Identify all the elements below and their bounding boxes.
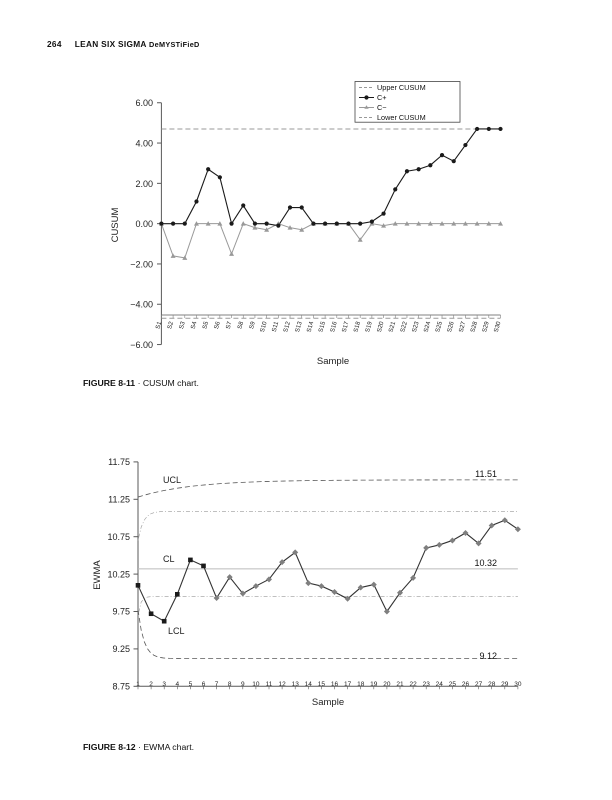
svg-text:6: 6 bbox=[202, 681, 206, 688]
svg-text:S14: S14 bbox=[306, 320, 316, 333]
svg-text:−6.00: −6.00 bbox=[130, 340, 153, 350]
svg-text:EWMA: EWMA bbox=[92, 560, 103, 590]
svg-text:21: 21 bbox=[396, 681, 404, 688]
svg-text:Sample: Sample bbox=[317, 356, 349, 367]
svg-text:4.00: 4.00 bbox=[135, 139, 153, 149]
svg-text:−4.00: −4.00 bbox=[130, 300, 153, 310]
svg-text:10.75: 10.75 bbox=[107, 532, 130, 542]
svg-text:30: 30 bbox=[514, 681, 522, 688]
svg-text:15: 15 bbox=[318, 681, 326, 688]
svg-text:11.51: 11.51 bbox=[475, 469, 497, 479]
svg-text:9.75: 9.75 bbox=[112, 607, 130, 617]
svg-text:24: 24 bbox=[436, 681, 444, 688]
svg-text:26: 26 bbox=[462, 681, 470, 688]
svg-text:3: 3 bbox=[162, 681, 166, 688]
svg-text:16: 16 bbox=[331, 681, 339, 688]
svg-text:13: 13 bbox=[292, 681, 300, 688]
svg-text:10.25: 10.25 bbox=[107, 569, 130, 579]
svg-text:S28: S28 bbox=[469, 320, 479, 333]
svg-text:6.00: 6.00 bbox=[135, 98, 153, 108]
svg-text:11: 11 bbox=[266, 681, 273, 688]
svg-text:8: 8 bbox=[228, 681, 232, 688]
svg-text:23: 23 bbox=[423, 681, 431, 688]
svg-text:S1: S1 bbox=[155, 320, 164, 330]
svg-text:CUSUM: CUSUM bbox=[110, 208, 121, 243]
svg-text:C+: C+ bbox=[377, 93, 387, 102]
svg-text:9.25: 9.25 bbox=[112, 644, 130, 654]
svg-text:14: 14 bbox=[305, 681, 313, 688]
svg-text:5: 5 bbox=[189, 681, 193, 688]
svg-text:S2: S2 bbox=[166, 320, 175, 330]
svg-text:2.00: 2.00 bbox=[135, 179, 153, 189]
svg-text:28: 28 bbox=[488, 681, 496, 688]
svg-text:S4: S4 bbox=[190, 320, 199, 330]
svg-text:S23: S23 bbox=[411, 320, 421, 333]
svg-text:S24: S24 bbox=[423, 320, 433, 333]
svg-text:2: 2 bbox=[149, 681, 153, 688]
svg-text:S10: S10 bbox=[259, 320, 269, 333]
svg-text:17: 17 bbox=[344, 681, 352, 688]
svg-text:9.12: 9.12 bbox=[479, 651, 497, 661]
svg-text:S22: S22 bbox=[399, 320, 409, 333]
svg-text:UCL: UCL bbox=[163, 475, 181, 485]
svg-text:S5: S5 bbox=[201, 320, 210, 330]
svg-text:S12: S12 bbox=[282, 320, 292, 333]
svg-text:S8: S8 bbox=[236, 320, 245, 330]
svg-text:S6: S6 bbox=[213, 320, 222, 330]
svg-text:8.75: 8.75 bbox=[112, 682, 130, 692]
svg-text:S29: S29 bbox=[481, 320, 491, 333]
svg-text:S7: S7 bbox=[225, 320, 234, 330]
svg-text:19: 19 bbox=[370, 681, 378, 688]
svg-text:7: 7 bbox=[215, 681, 219, 688]
svg-text:S11: S11 bbox=[271, 320, 281, 333]
svg-text:9: 9 bbox=[241, 681, 245, 688]
svg-text:−2.00: −2.00 bbox=[130, 259, 153, 269]
svg-text:S18: S18 bbox=[352, 320, 362, 333]
svg-text:S21: S21 bbox=[388, 320, 398, 333]
svg-text:27: 27 bbox=[475, 681, 483, 688]
svg-text:18: 18 bbox=[357, 681, 365, 688]
svg-text:S26: S26 bbox=[446, 320, 456, 333]
svg-text:10.32: 10.32 bbox=[474, 558, 497, 568]
svg-text:S9: S9 bbox=[248, 320, 257, 330]
svg-text:LCL: LCL bbox=[168, 626, 185, 636]
svg-text:S16: S16 bbox=[329, 320, 339, 333]
svg-text:12: 12 bbox=[278, 681, 286, 688]
svg-text:Upper CUSUM: Upper CUSUM bbox=[377, 83, 426, 92]
svg-text:CL: CL bbox=[163, 554, 175, 564]
svg-text:11.25: 11.25 bbox=[108, 495, 130, 505]
svg-text:4: 4 bbox=[175, 681, 179, 688]
svg-text:S30: S30 bbox=[493, 320, 503, 333]
svg-text:22: 22 bbox=[409, 681, 417, 688]
svg-text:25: 25 bbox=[449, 681, 457, 688]
svg-text:Lower CUSUM: Lower CUSUM bbox=[377, 113, 426, 122]
svg-text:20: 20 bbox=[383, 681, 391, 688]
svg-text:S27: S27 bbox=[458, 320, 468, 333]
svg-text:0.00: 0.00 bbox=[135, 219, 153, 229]
svg-text:S20: S20 bbox=[376, 320, 386, 333]
svg-text:S3: S3 bbox=[178, 320, 187, 330]
svg-text:Sample: Sample bbox=[312, 697, 344, 708]
svg-text:11.75: 11.75 bbox=[108, 457, 130, 467]
svg-text:S13: S13 bbox=[294, 320, 304, 333]
svg-text:29: 29 bbox=[501, 681, 509, 688]
svg-text:S15: S15 bbox=[317, 320, 327, 333]
svg-text:S25: S25 bbox=[434, 320, 444, 333]
svg-text:S17: S17 bbox=[341, 320, 351, 333]
svg-text:10: 10 bbox=[252, 681, 260, 688]
svg-text:1: 1 bbox=[136, 681, 140, 688]
svg-text:S19: S19 bbox=[364, 320, 374, 333]
svg-text:C−: C− bbox=[377, 103, 387, 112]
